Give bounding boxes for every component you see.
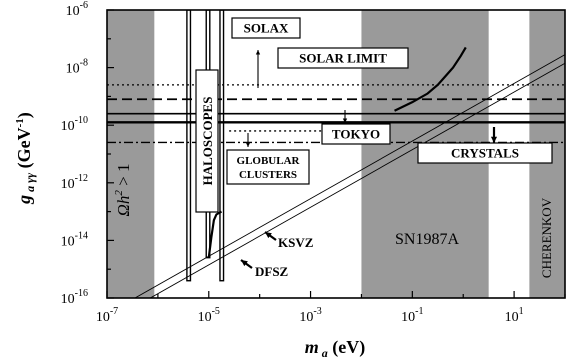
haloscopes-box: [195, 69, 219, 213]
tokyo-box: [321, 123, 391, 145]
y-axis-label: g a γγ (GeV-1): [14, 112, 37, 205]
crystals-label: CRYSTALS: [451, 146, 519, 161]
x-tick-label: 10-1: [401, 306, 423, 325]
series-dfsz-line: [149, 62, 565, 298]
x-tick-label: 101: [505, 306, 524, 325]
globular-clusters-arrow-head: [245, 142, 251, 147]
chart-labels: m a (eV) g a γγ (GeV-1) SOLAX SOLAR LIMIT TO…: [14, 17, 554, 360]
cherenkov-label: CHERENKOV: [539, 197, 554, 278]
ksvz-arrow-head: [265, 232, 272, 239]
dfsz-label: DFSZ: [255, 264, 289, 279]
globular-clusters-label-1: GLOBULAR: [237, 155, 301, 167]
chart-ticks: 10-7 10-5 10-3 10-1 101 10-6 10-8 10-10 10-12 10-…: [61, 0, 566, 325]
series-haloscope-curve: [207, 210, 223, 258]
y-tick-label: 10-6: [66, 0, 88, 19]
tokyo-arrow-head: [342, 118, 348, 123]
solar-limit-label: SOLAR LIMIT: [299, 51, 387, 66]
crystals-box: [417, 142, 553, 164]
series-ksvz-line: [134, 54, 565, 298]
x-tick-label: 10-7: [96, 306, 118, 325]
haloscope-band-1: [186, 10, 192, 282]
haloscope-band-3: [219, 10, 225, 282]
ksvz-label: KSVZ: [278, 235, 314, 250]
globular-clusters-box: [226, 149, 310, 185]
sn1987a-label: SN1987A: [395, 231, 459, 248]
tokyo-label: TOKYO: [332, 127, 380, 142]
y-tick-label: 10-12: [61, 173, 88, 192]
series-tokyo-helioscope-curve: [394, 46, 467, 112]
x-axis-label: m a (eV): [305, 337, 366, 360]
region-cosmology: [107, 10, 155, 298]
x-tick-label: 10-3: [299, 306, 321, 325]
solax-label: SOLAX: [244, 21, 289, 36]
dfsz-arrow-head: [241, 260, 248, 267]
solax-arrow-head: [255, 50, 261, 55]
solar-limit-box: [277, 47, 409, 69]
y-tick-label: 10-16: [61, 288, 88, 307]
haloscopes-label: HALOSCOPES: [200, 97, 215, 186]
crystals-arrow-head: [490, 136, 498, 143]
y-tick-label: 10-14: [61, 230, 88, 249]
cosmology-label: Ωh2 > 1: [113, 164, 133, 217]
globular-clusters-label-2: CLUSTERS: [239, 169, 297, 181]
solax-box: [231, 17, 301, 39]
y-tick-label: 10-8: [66, 58, 88, 77]
x-tick-label: 10-5: [198, 306, 220, 325]
y-tick-label: 10-10: [61, 115, 88, 134]
